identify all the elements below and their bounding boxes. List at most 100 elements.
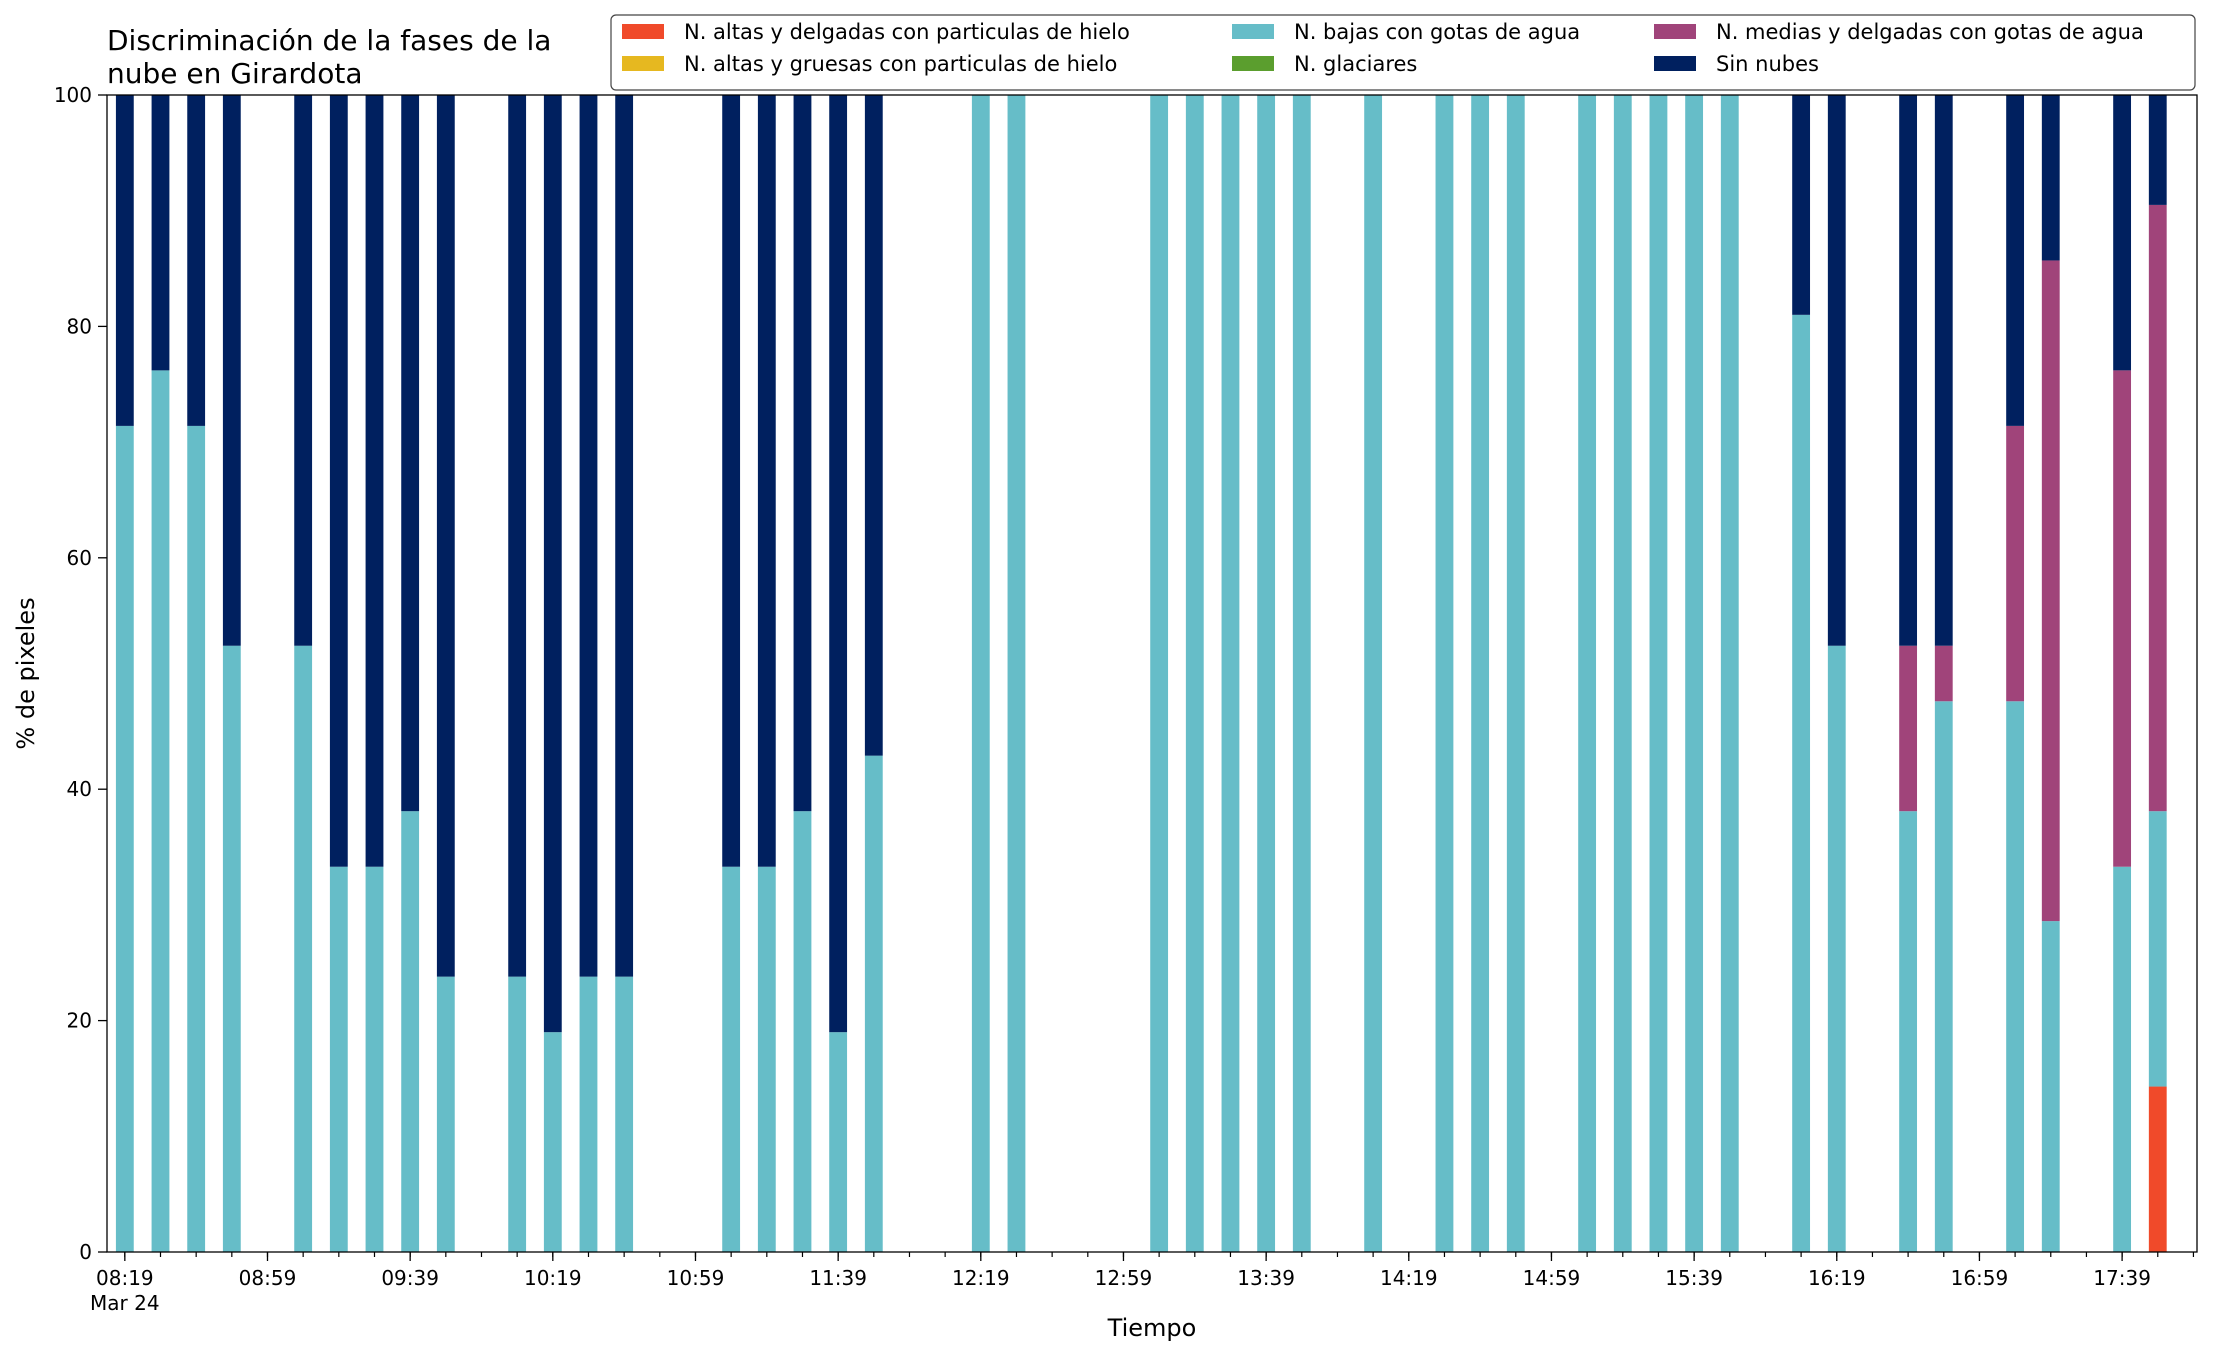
- bar-segment: [2113, 95, 2132, 371]
- x-tick-label: 11:39: [809, 1266, 867, 1290]
- y-tick-label: 0: [79, 1240, 92, 1264]
- x-tick-label: 14:59: [1523, 1266, 1581, 1290]
- bar-segment: [615, 95, 634, 977]
- bar-segment: [151, 370, 170, 1252]
- x-tick-label: 08:59: [239, 1266, 297, 1290]
- bar-segment: [2006, 701, 2025, 1252]
- bar-segment: [2148, 1086, 2167, 1252]
- bar-segment: [1720, 95, 1739, 1252]
- bar-segment: [1364, 95, 1383, 1252]
- bar-segment: [2041, 95, 2060, 261]
- bar-segment: [1649, 95, 1668, 1252]
- x-tick-label: 14:19: [1380, 1266, 1438, 1290]
- legend-swatch: [622, 56, 664, 71]
- bar-segment: [1185, 95, 1204, 1252]
- legend-label: N. altas y gruesas con particulas de hie…: [684, 52, 1117, 76]
- bar-segment: [329, 95, 348, 867]
- bar-segment: [436, 976, 455, 1252]
- legend-label: Sin nubes: [1716, 52, 1819, 76]
- bar-segment: [1827, 95, 1846, 646]
- bar-segment: [187, 425, 206, 1252]
- bar-segment: [757, 95, 776, 867]
- x-tick-label: 15:39: [1665, 1266, 1723, 1290]
- bar-segment: [2148, 95, 2167, 205]
- bar-segment: [1685, 95, 1704, 1252]
- bar-segment: [864, 95, 883, 756]
- bar-segment: [222, 645, 241, 1252]
- x-axis-label: Tiempo: [1107, 1314, 1197, 1342]
- legend: N. altas y delgadas con particulas de hi…: [610, 14, 2196, 91]
- plot-frame: [106, 94, 2198, 1253]
- y-axis: 0 20 40 60 80 100: [54, 83, 107, 1264]
- bar-segment: [508, 95, 527, 977]
- bar-segment: [1221, 95, 1240, 1252]
- bar-segment: [1934, 645, 1953, 702]
- bar-segment: [615, 976, 634, 1252]
- bar-segment: [1899, 811, 1918, 1252]
- legend-label: N. glaciares: [1294, 52, 1417, 76]
- bar-segment: [722, 866, 741, 1252]
- bar-segment: [1007, 95, 1026, 1252]
- bar-segment: [1899, 645, 1918, 812]
- bar-segment: [1471, 95, 1490, 1252]
- bar-segment: [294, 95, 313, 646]
- bar-segment: [2148, 811, 2167, 1087]
- bar-segment: [864, 755, 883, 1252]
- chart-title-line: Discriminación de la fases de la: [107, 24, 551, 57]
- bar-segment: [543, 95, 562, 1033]
- legend-swatch: [1654, 24, 1696, 39]
- legend-label: N. altas y delgadas con particulas de hi…: [684, 20, 1130, 44]
- y-tick-label: 40: [67, 777, 92, 801]
- bar-segment: [187, 95, 206, 426]
- bar-segment: [115, 95, 134, 426]
- y-tick-label: 20: [67, 1009, 92, 1033]
- bar-segment: [2113, 370, 2132, 867]
- legend-swatch: [1232, 56, 1274, 71]
- bar-segment: [793, 95, 812, 812]
- bar-segment: [1578, 95, 1597, 1252]
- bar-segment: [1934, 701, 1953, 1252]
- bar-segment: [115, 425, 134, 1252]
- legend-swatch: [1232, 24, 1274, 39]
- legend-swatch: [622, 24, 664, 39]
- bar-segment: [401, 95, 420, 812]
- y-tick-label: 80: [67, 314, 92, 338]
- bar-segment: [793, 811, 812, 1252]
- bar-segment: [329, 866, 348, 1252]
- bar-segment: [1506, 95, 1525, 1252]
- bar-segment: [365, 95, 384, 867]
- legend-label: N. bajas con gotas de agua: [1294, 20, 1580, 44]
- bar-segment: [508, 976, 527, 1252]
- x-tick-label: 12:59: [1095, 1266, 1153, 1290]
- bar-segment: [1792, 314, 1811, 1253]
- bar-segment: [2006, 95, 2025, 426]
- bar-segment: [1613, 95, 1632, 1252]
- chart-bars: [115, 95, 2167, 1253]
- bar-segment: [1792, 95, 1811, 315]
- y-axis-label: % de pixeles: [12, 597, 40, 749]
- bar-segment: [1150, 95, 1169, 1252]
- bar-segment: [1899, 95, 1918, 646]
- chart-title-line: nube en Girardota: [107, 57, 362, 90]
- bar-segment: [579, 976, 598, 1252]
- x-tick-date-label: Mar 24: [90, 1291, 160, 1315]
- bar-segment: [1827, 645, 1846, 1252]
- bar-segment: [971, 95, 990, 1252]
- bar-segment: [579, 95, 598, 977]
- bar-segment: [151, 95, 170, 371]
- bar-segment: [757, 866, 776, 1252]
- legend-swatch: [1654, 56, 1696, 71]
- bar-segment: [294, 645, 313, 1252]
- x-tick-label: 16:59: [1951, 1266, 2009, 1290]
- legend-label: N. medias y delgadas con gotas de agua: [1716, 20, 2144, 44]
- bar-segment: [829, 95, 848, 1033]
- bar-segment: [829, 1032, 848, 1252]
- x-tick-label: 10:19: [524, 1266, 582, 1290]
- bar-segment: [722, 95, 741, 867]
- x-tick-label: 16:19: [1808, 1266, 1866, 1290]
- bar-segment: [1257, 95, 1276, 1252]
- x-tick-label: 08:19: [96, 1266, 154, 1290]
- x-tick-label: 10:59: [667, 1266, 725, 1290]
